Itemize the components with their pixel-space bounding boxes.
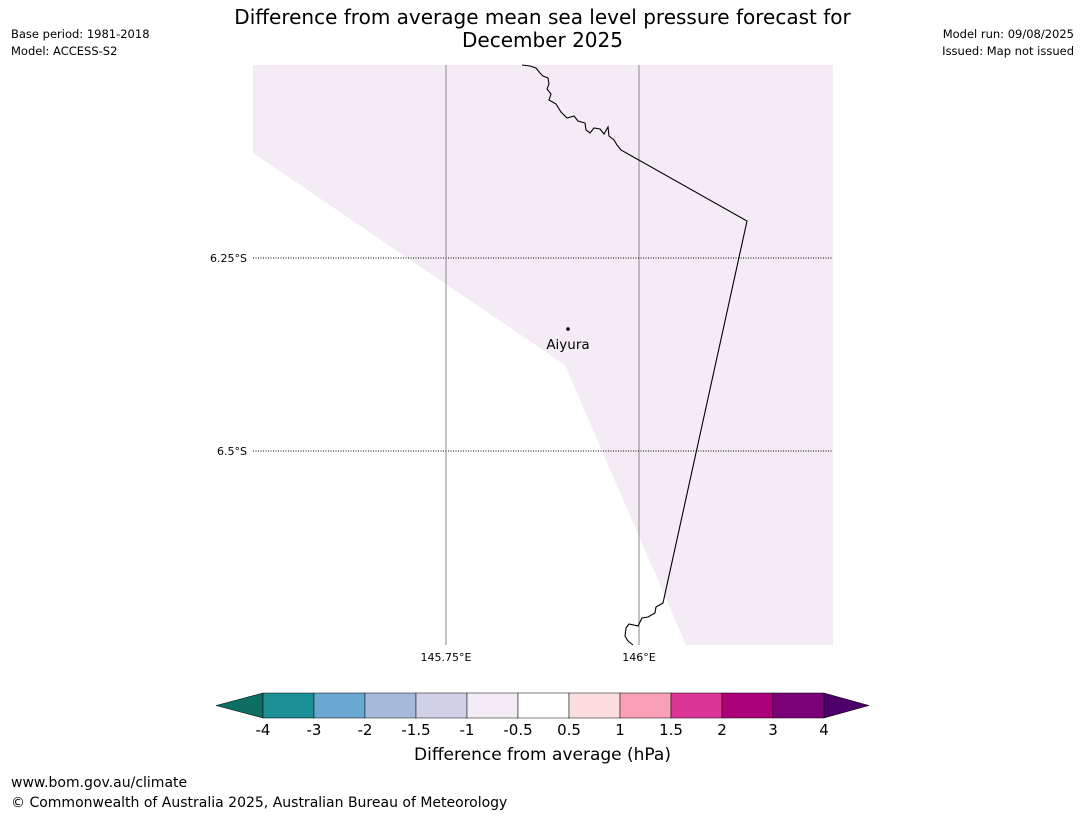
colorbar-bin — [670, 692, 723, 719]
colorbar-tick-label: 1 — [615, 721, 625, 739]
map-title-line-1: Difference from average mean sea level p… — [234, 5, 851, 29]
colorbar-tick-label: -1.5 — [401, 721, 430, 739]
colorbar-bin — [262, 692, 315, 719]
colorbar-tick-label: -1 — [460, 721, 475, 739]
colorbar-tick-label: 4 — [819, 721, 829, 739]
lon-label: 146°E — [622, 651, 655, 664]
colorbar-tick-label: -2 — [358, 721, 373, 739]
colorbar-bin — [721, 692, 774, 719]
colorbar-tick-label: 1.5 — [659, 721, 683, 739]
map-title-line-2: December 2025 — [462, 28, 623, 52]
map-title: Difference from average mean sea level p… — [0, 6, 1085, 52]
location-marker — [566, 327, 570, 331]
place-label: Aiyura — [546, 337, 589, 353]
metadata-right: Model run: 09/08/2025 Issued: Map not is… — [942, 26, 1074, 60]
lat-label: 6.5°S — [217, 445, 247, 458]
lat-label: 6.25°S — [210, 252, 247, 265]
boundary-line — [521, 64, 748, 646]
colorbar-bin — [313, 692, 366, 719]
colorbar-bin — [466, 692, 519, 719]
colorbar-tick-label: -3 — [307, 721, 322, 739]
footer-url: www.bom.gov.au/climate — [11, 775, 188, 791]
colorbar-bin — [568, 692, 621, 719]
colorbar-label: Difference from average (hPa) — [414, 745, 671, 765]
colorbar-tick-label: 3 — [768, 721, 778, 739]
colorbar-over-arrow — [823, 692, 870, 719]
colorbar-bin — [772, 692, 825, 719]
colorbar: -4 -3 -2 -1.5 -1 -0.5 0.5 1 1.5 2 3 4 — [215, 692, 870, 739]
model-text: Model: ACCESS-S2 — [11, 44, 118, 58]
base-period-text: Base period: 1981-2018 — [11, 27, 150, 41]
footer-copyright: © Commonwealth of Australia 2025, Austra… — [11, 795, 508, 811]
colorbar-bin — [415, 692, 468, 719]
colorbar-under-arrow — [215, 692, 264, 719]
anomaly-shaded-region — [253, 65, 833, 645]
colorbar-bin — [517, 692, 570, 719]
colorbar-tick-label: 0.5 — [557, 721, 581, 739]
colorbar-tick-label: -0.5 — [503, 721, 532, 739]
colorbar-tick-label: 2 — [717, 721, 727, 739]
colorbar-bin — [619, 692, 672, 719]
issued-text: Issued: Map not issued — [942, 44, 1074, 58]
colorbar-tick-label: -4 — [256, 721, 271, 739]
colorbar-bin — [364, 692, 417, 719]
lon-label: 145.75°E — [421, 651, 472, 664]
model-run-text: Model run: 09/08/2025 — [942, 27, 1074, 41]
metadata-left: Base period: 1981-2018 Model: ACCESS-S2 — [11, 26, 150, 60]
